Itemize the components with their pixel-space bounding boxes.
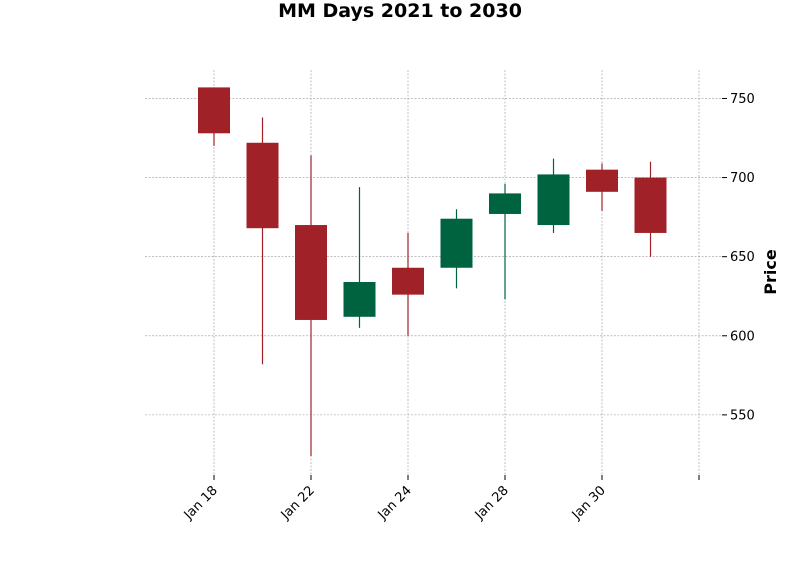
y-tick-label: 550 (730, 408, 755, 423)
y-axis: 550 600 650 700 750 (722, 92, 755, 423)
candle (343, 187, 376, 328)
grid-lines (145, 70, 722, 475)
y-axis-label: Price (761, 249, 780, 295)
x-tick-label: Jan 18 (181, 483, 221, 523)
y-tick-label: 650 (730, 250, 755, 265)
candle (392, 232, 424, 336)
candle (295, 155, 327, 457)
candle (537, 158, 570, 233)
candle-body (246, 142, 279, 229)
candle-body (343, 281, 376, 317)
y-tick-label: 750 (730, 92, 755, 107)
x-axis: Jan 18 Jan 22 Jan 24 Jan 28 Jan 30 (181, 475, 700, 523)
chart-title: MM Days 2021 to 2030 (278, 0, 522, 22)
candle-body (198, 87, 230, 134)
x-tick-label: Jan 24 (375, 483, 415, 523)
x-tick-label: Jan 28 (472, 483, 512, 523)
candle-body (440, 218, 473, 268)
candle-body (586, 169, 618, 192)
candle-body (634, 177, 667, 233)
candle-body (537, 174, 570, 226)
y-tick-label: 700 (730, 171, 755, 186)
candle (489, 183, 521, 300)
candle-body (295, 225, 327, 320)
candle-body (489, 193, 521, 214)
y-tick-label: 600 (730, 329, 755, 344)
candles (198, 87, 667, 457)
candle (634, 161, 667, 257)
candle (586, 163, 618, 211)
candle-body (392, 267, 424, 295)
x-tick-label: Jan 30 (569, 483, 609, 523)
candle (246, 117, 279, 365)
x-tick-label: Jan 22 (278, 483, 318, 523)
candle (198, 87, 230, 146)
candle (440, 209, 473, 289)
